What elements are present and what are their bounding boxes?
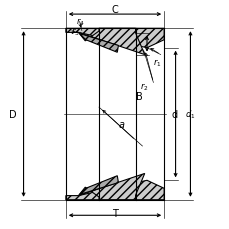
Polygon shape	[65, 29, 164, 49]
Polygon shape	[79, 176, 118, 195]
Text: d: d	[171, 109, 177, 120]
Text: $r_1$: $r_1$	[152, 57, 161, 69]
Text: $r_4$: $r_4$	[76, 16, 85, 28]
Text: C: C	[111, 5, 118, 15]
Text: D: D	[9, 109, 17, 120]
Polygon shape	[78, 174, 144, 200]
Polygon shape	[78, 29, 144, 55]
Text: $r_2$: $r_2$	[140, 81, 148, 93]
Polygon shape	[65, 180, 164, 200]
Text: a: a	[118, 120, 124, 130]
Text: B: B	[136, 92, 142, 102]
Polygon shape	[79, 34, 118, 53]
Text: T: T	[112, 208, 117, 218]
Text: $d_1$: $d_1$	[184, 108, 194, 121]
Text: $r_3$: $r_3$	[70, 26, 79, 38]
